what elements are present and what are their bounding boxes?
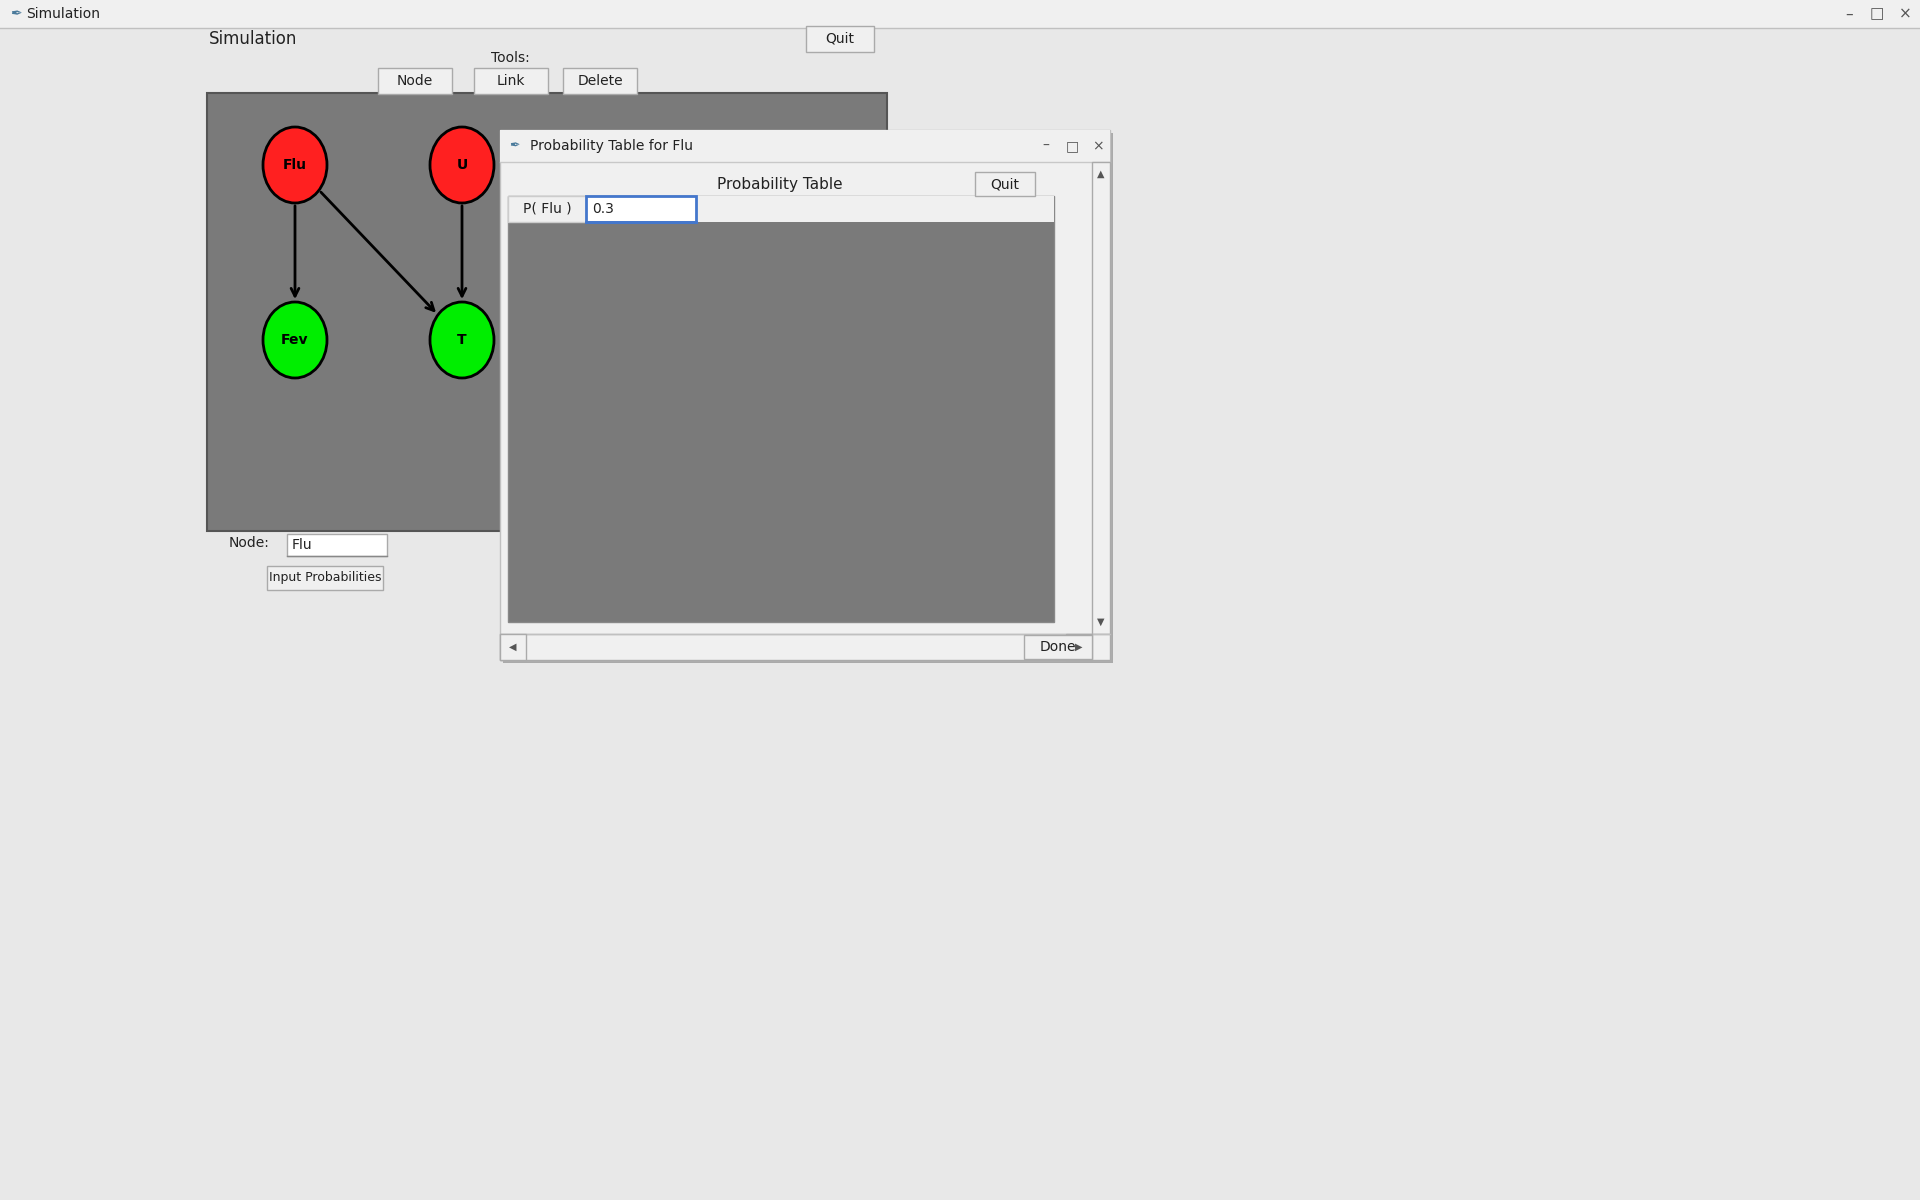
Text: ✒: ✒ xyxy=(10,7,21,20)
Text: Tools:: Tools: xyxy=(492,50,530,65)
Text: Probability Table: Probability Table xyxy=(718,176,843,192)
FancyBboxPatch shape xyxy=(1092,162,1110,634)
Text: P( Flu ): P( Flu ) xyxy=(522,202,572,216)
Text: Simulation: Simulation xyxy=(209,30,298,48)
Text: Quit: Quit xyxy=(991,176,1020,191)
FancyBboxPatch shape xyxy=(503,133,1114,662)
FancyArrowPatch shape xyxy=(292,205,300,296)
Ellipse shape xyxy=(263,127,326,203)
Text: Simulation: Simulation xyxy=(27,7,100,20)
FancyBboxPatch shape xyxy=(509,196,1054,622)
Text: 0.3: 0.3 xyxy=(591,202,614,216)
Text: Link: Link xyxy=(497,74,526,88)
FancyBboxPatch shape xyxy=(586,196,695,222)
Text: □: □ xyxy=(1870,6,1884,22)
Text: Flu: Flu xyxy=(282,158,307,172)
Text: ◀: ◀ xyxy=(509,642,516,652)
Text: Node:: Node: xyxy=(228,536,271,550)
FancyBboxPatch shape xyxy=(499,130,1110,162)
Text: –: – xyxy=(1845,6,1853,22)
FancyBboxPatch shape xyxy=(499,130,1110,660)
FancyBboxPatch shape xyxy=(378,68,451,94)
Text: ▲: ▲ xyxy=(1096,169,1104,179)
FancyBboxPatch shape xyxy=(1066,634,1092,660)
Text: ×: × xyxy=(1899,6,1912,22)
Text: Delete: Delete xyxy=(578,74,622,88)
Text: Done: Done xyxy=(1041,640,1077,654)
Text: ×: × xyxy=(1092,139,1104,152)
FancyBboxPatch shape xyxy=(499,634,526,660)
FancyBboxPatch shape xyxy=(267,566,382,590)
Text: Fev: Fev xyxy=(280,332,309,347)
FancyBboxPatch shape xyxy=(806,26,874,52)
Text: ▼: ▼ xyxy=(1096,617,1104,626)
FancyBboxPatch shape xyxy=(563,68,637,94)
FancyBboxPatch shape xyxy=(286,534,388,556)
Ellipse shape xyxy=(430,127,493,203)
FancyBboxPatch shape xyxy=(509,196,1054,222)
Text: Node: Node xyxy=(397,74,434,88)
FancyBboxPatch shape xyxy=(509,196,586,222)
FancyBboxPatch shape xyxy=(0,28,1920,1200)
FancyBboxPatch shape xyxy=(0,0,1920,28)
Text: Input Probabilities: Input Probabilities xyxy=(269,571,382,584)
Text: U: U xyxy=(457,158,468,172)
Ellipse shape xyxy=(430,302,493,378)
Text: –: – xyxy=(1043,139,1050,152)
Text: Probability Table for Flu: Probability Table for Flu xyxy=(530,139,693,152)
FancyBboxPatch shape xyxy=(975,172,1035,196)
Text: Quit: Quit xyxy=(826,32,854,46)
FancyArrowPatch shape xyxy=(321,192,434,311)
Text: T: T xyxy=(457,332,467,347)
FancyBboxPatch shape xyxy=(207,92,887,530)
Text: ✒: ✒ xyxy=(509,139,518,152)
Text: Flu: Flu xyxy=(292,538,313,552)
Ellipse shape xyxy=(263,302,326,378)
Text: ▶: ▶ xyxy=(1075,642,1083,652)
FancyBboxPatch shape xyxy=(499,634,1110,660)
FancyBboxPatch shape xyxy=(474,68,547,94)
FancyArrowPatch shape xyxy=(459,205,467,296)
Text: □: □ xyxy=(1066,139,1079,152)
FancyBboxPatch shape xyxy=(1023,635,1092,659)
